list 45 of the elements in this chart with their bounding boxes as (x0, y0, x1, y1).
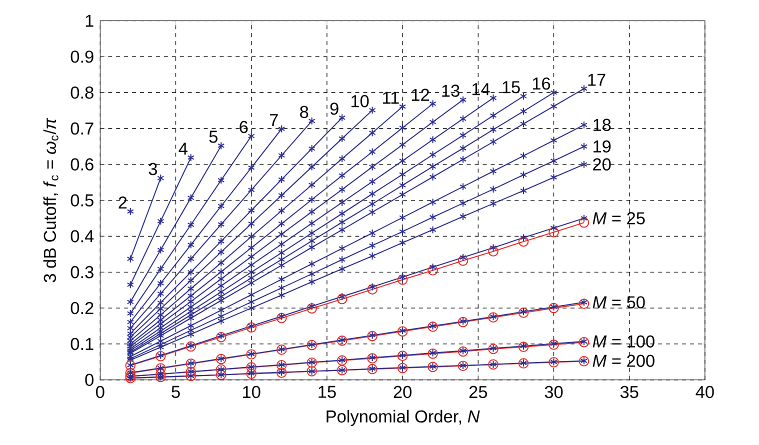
series-label: 19 (594, 140, 611, 153)
series-label: 2 (118, 196, 127, 209)
series-label: 3 (148, 162, 157, 176)
series-label: 5 (209, 130, 218, 143)
series-label: 15 (502, 81, 520, 94)
series-label: M = 25 (592, 212, 645, 224)
y-tick-label: 0.4 (70, 230, 94, 242)
y-axis-title: 3 dB Cutoff, f$_{c}$ = ω$_{c}$/π (43, 118, 58, 282)
y-tick-label: 0.9 (70, 50, 94, 63)
x-axis-title: Polynomial Order, N (326, 410, 480, 426)
series-label: 17 (588, 74, 606, 86)
series-label: M = 100 (592, 335, 654, 348)
x-tick-label: 5 (172, 386, 180, 398)
y-tick-label: 0.2 (70, 302, 94, 314)
y-tick-label: 0.1 (70, 338, 94, 350)
x-tick-label: 10 (243, 386, 260, 398)
x-tick-label: 30 (544, 386, 563, 398)
y-tick-label: 1 (86, 14, 94, 27)
series-label: 10 (352, 95, 369, 108)
x-tick-label: 25 (469, 386, 488, 398)
x-tick-label: 0 (96, 386, 104, 398)
x-tick-label: 15 (318, 386, 336, 398)
y-tick-label: 0.8 (70, 86, 94, 99)
series-label: 6 (240, 120, 248, 134)
series-label: 8 (300, 106, 308, 118)
y-tick-label: 0.3 (70, 266, 94, 278)
series-label: 12 (412, 88, 429, 101)
x-tick-label: 40 (696, 386, 714, 398)
series-label: 11 (383, 92, 399, 104)
series-label: 14 (472, 83, 490, 96)
y-tick-label: 0.5 (70, 194, 94, 206)
series-label: 7 (270, 114, 278, 126)
y-tick-label: 0.7 (70, 122, 94, 135)
y-tick-label: 0 (85, 374, 94, 386)
x-tick-label: 20 (394, 386, 412, 398)
series-label: 16 (532, 78, 550, 90)
y-tick-label: 0.6 (70, 158, 94, 171)
series-label: 13 (442, 84, 460, 97)
series-label: 20 (593, 158, 611, 171)
series-label: M = 200 (592, 354, 654, 368)
series-label: 4 (178, 142, 188, 155)
series-label: M = 50 (592, 296, 645, 308)
x-tick-label: 35 (620, 386, 638, 398)
series-label: 18 (594, 118, 611, 132)
series-label: 9 (330, 102, 338, 115)
